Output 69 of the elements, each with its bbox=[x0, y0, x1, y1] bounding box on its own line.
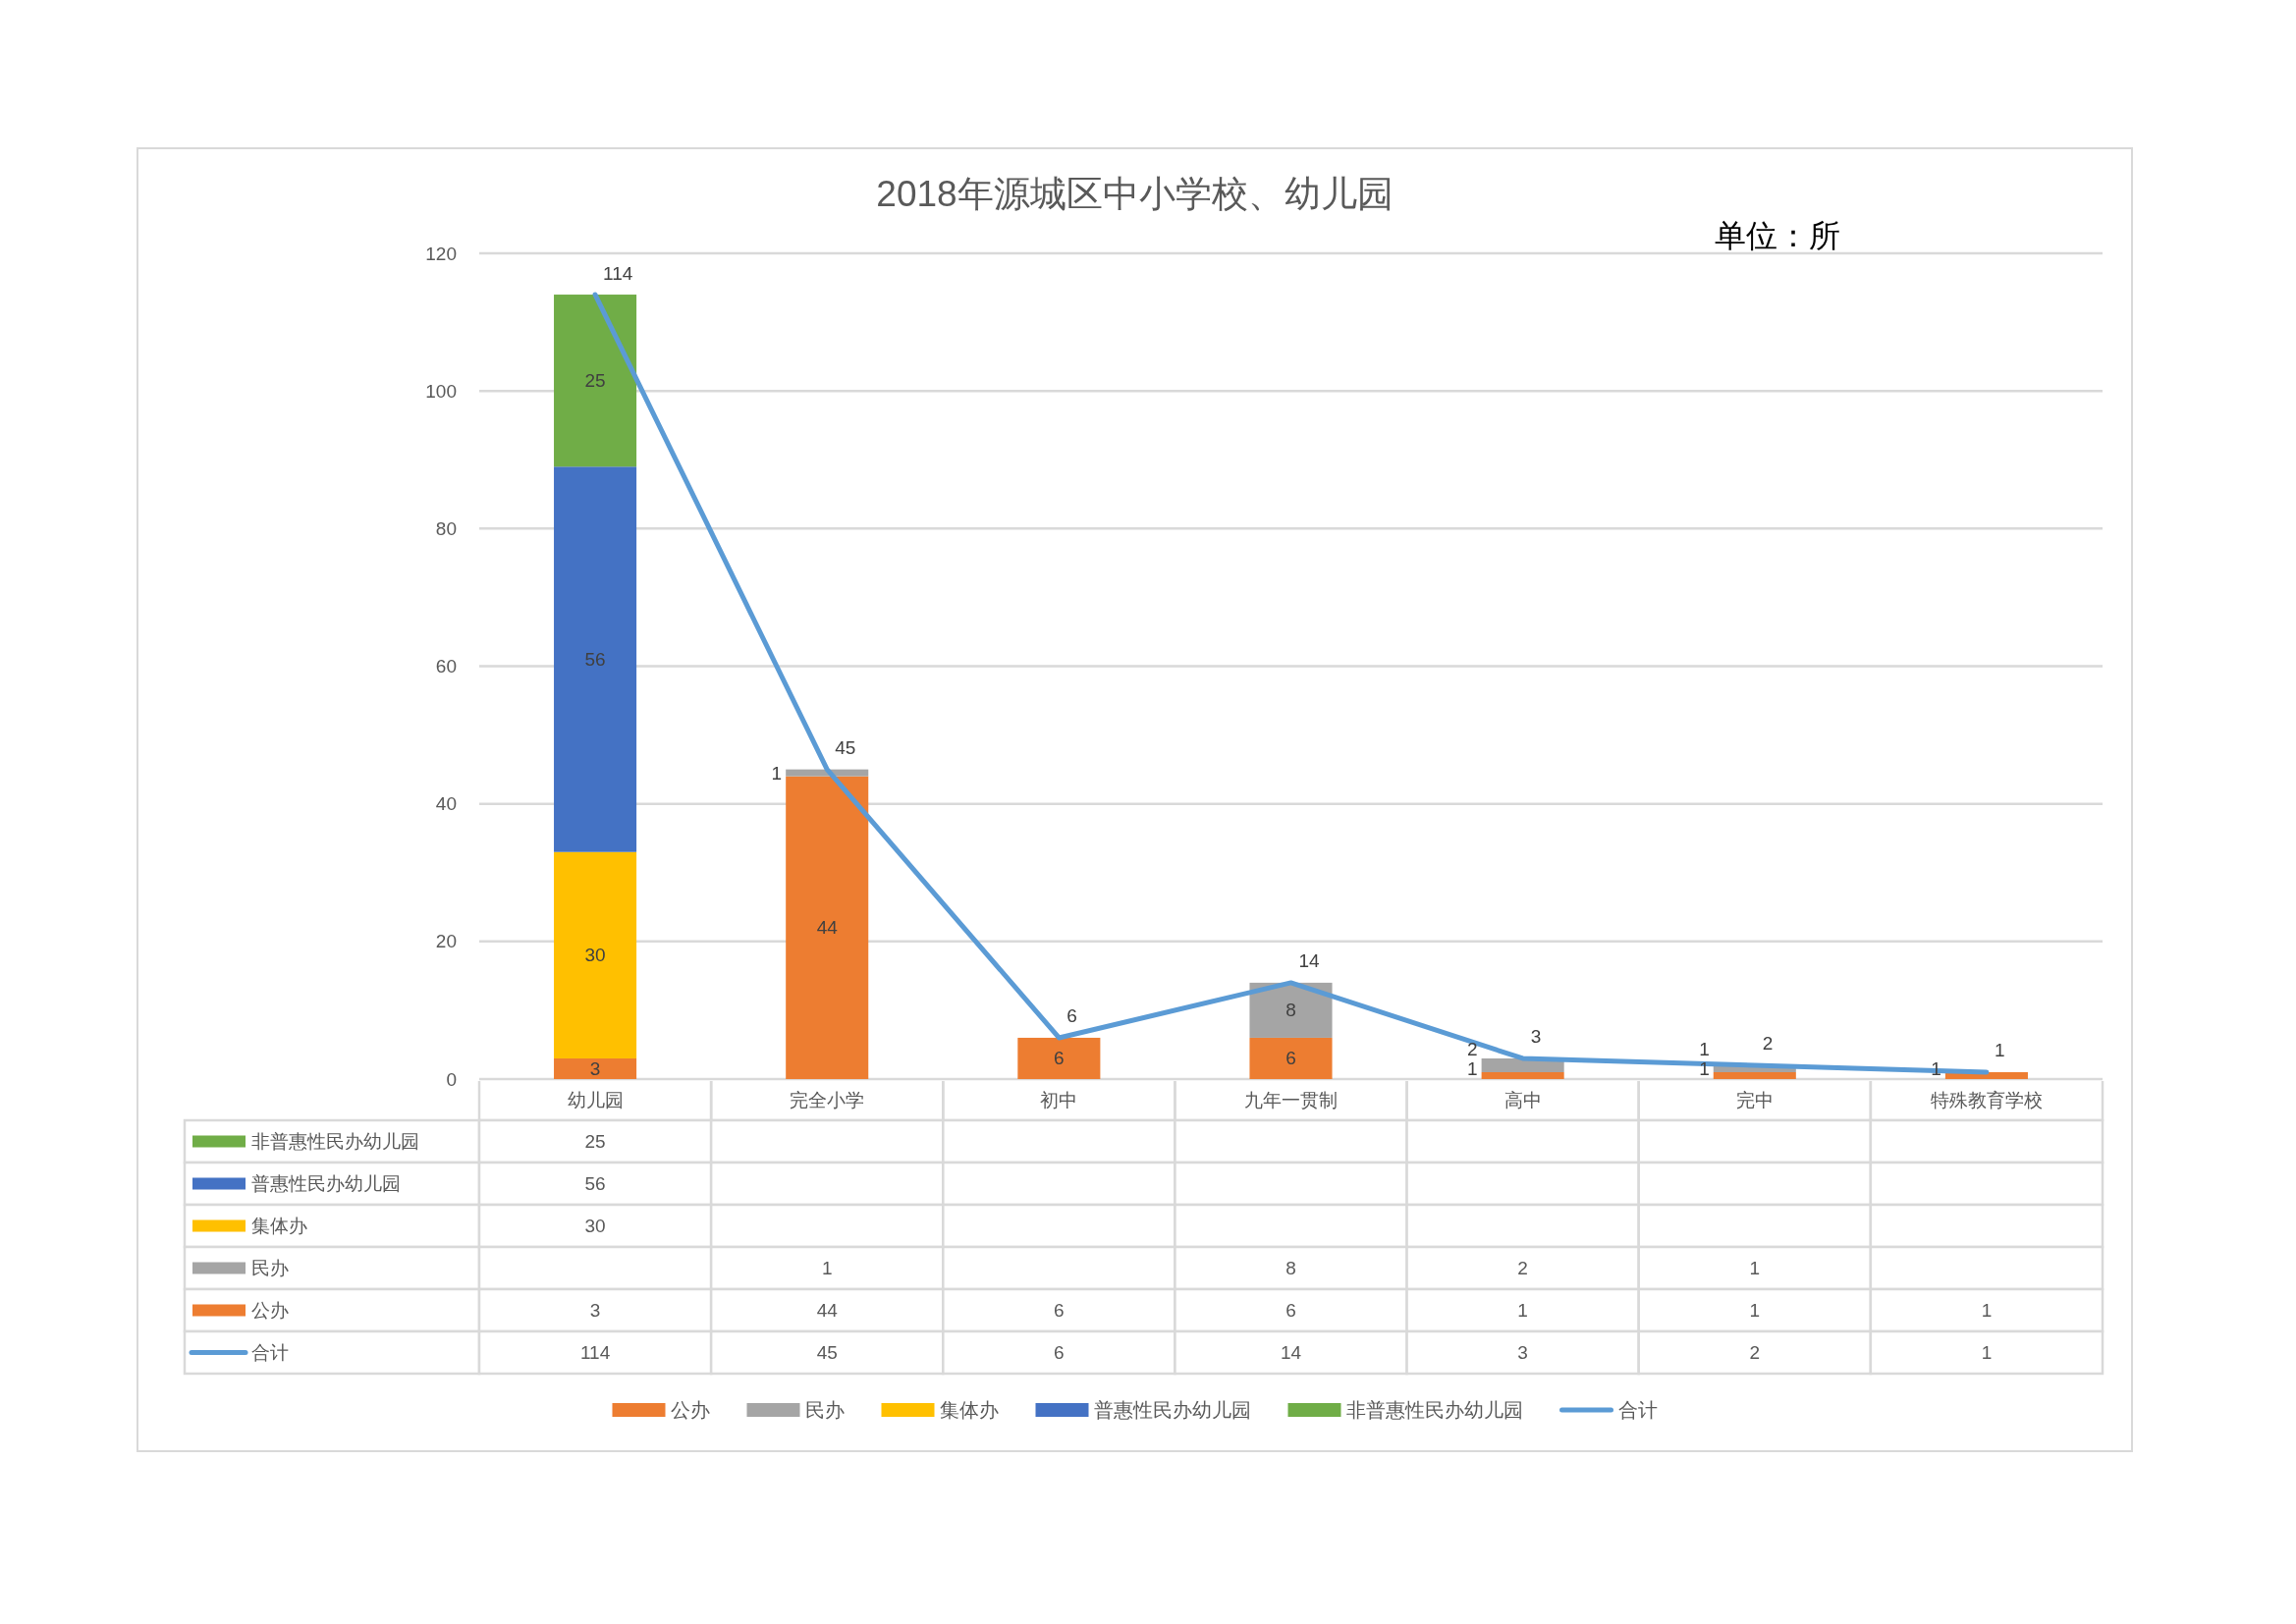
data-label: 114 bbox=[603, 262, 633, 284]
y-tick-label: 40 bbox=[435, 793, 457, 815]
cell-label: 30 bbox=[584, 1216, 606, 1236]
legend-label: 公办 bbox=[670, 1399, 710, 1421]
data-label: 3 bbox=[589, 1058, 601, 1079]
data-label: 6 bbox=[1054, 1048, 1065, 1069]
cell-label: 45 bbox=[816, 1342, 838, 1363]
data-label: 2 bbox=[1762, 1033, 1774, 1055]
data-label: 56 bbox=[584, 649, 606, 670]
x-tick-label: 完全小学 bbox=[790, 1089, 865, 1110]
data-label: 1 bbox=[1931, 1057, 1941, 1079]
cell-label: 1 bbox=[1749, 1258, 1761, 1278]
data-label: 6 bbox=[1285, 1048, 1296, 1069]
legend-label: 集体办 bbox=[939, 1399, 999, 1421]
cell-label: 1 bbox=[1981, 1342, 1993, 1363]
cell-label: 3 bbox=[589, 1300, 601, 1321]
y-tick-label: 60 bbox=[435, 656, 457, 677]
y-tick-label: 0 bbox=[446, 1068, 457, 1090]
cell-label: 44 bbox=[816, 1300, 838, 1321]
x-tick-label: 九年一贯制 bbox=[1244, 1089, 1338, 1110]
cell-label: 6 bbox=[1054, 1342, 1065, 1363]
data-label: 1 bbox=[1699, 1038, 1710, 1059]
x-tick-label: 幼儿园 bbox=[567, 1089, 624, 1110]
row-label: 非普惠性民办幼儿园 bbox=[251, 1131, 419, 1152]
data-label: 45 bbox=[835, 737, 856, 759]
note: 单位：所 bbox=[1715, 218, 1840, 253]
y-tick-label: 120 bbox=[425, 243, 457, 264]
cell-label: 2 bbox=[1749, 1342, 1761, 1363]
legend-label: 普惠性民办幼儿园 bbox=[1093, 1399, 1251, 1421]
cell-label: 25 bbox=[584, 1131, 606, 1152]
data-label: 30 bbox=[584, 945, 606, 966]
y-tick-label: 100 bbox=[425, 380, 457, 402]
cell-label: 6 bbox=[1054, 1300, 1065, 1321]
x-tick-label: 完中 bbox=[1735, 1089, 1774, 1110]
cell-label: 6 bbox=[1285, 1300, 1296, 1321]
data-label: 6 bbox=[1066, 1005, 1077, 1027]
cell-label: 1 bbox=[1981, 1300, 1993, 1321]
cell-label: 1 bbox=[1749, 1300, 1761, 1321]
data-label: 3 bbox=[1530, 1026, 1542, 1048]
cell-label: 3 bbox=[1517, 1342, 1528, 1363]
legend-label: 民办 bbox=[804, 1399, 845, 1421]
cell-label: 1 bbox=[821, 1258, 833, 1278]
chart-title: 2018年源城区中小学校、幼儿园 bbox=[876, 173, 1394, 214]
x-tick-label: 特殊教育学校 bbox=[1930, 1089, 2043, 1110]
cell-label: 114 bbox=[579, 1342, 611, 1363]
data-label: 1 bbox=[1994, 1040, 2005, 1061]
y-tick-label: 80 bbox=[435, 517, 457, 539]
row-label: 公办 bbox=[251, 1300, 289, 1321]
row-label: 民办 bbox=[251, 1258, 289, 1278]
y-tick-label: 20 bbox=[435, 931, 457, 952]
x-tick-label: 高中 bbox=[1503, 1089, 1542, 1110]
legend-label: 非普惠性民办幼儿园 bbox=[1345, 1399, 1523, 1421]
data-label: 44 bbox=[816, 917, 838, 939]
data-label: 8 bbox=[1285, 1000, 1296, 1021]
data-label: 25 bbox=[584, 370, 606, 392]
data-label: 2 bbox=[1467, 1038, 1478, 1059]
row-label: 合计 bbox=[251, 1342, 289, 1363]
data-label: 14 bbox=[1298, 950, 1320, 972]
cell-label: 1 bbox=[1517, 1300, 1528, 1321]
x-tick-label: 初中 bbox=[1040, 1089, 1078, 1110]
cell-label: 8 bbox=[1285, 1258, 1296, 1278]
row-label: 集体办 bbox=[251, 1216, 307, 1236]
cell-label: 14 bbox=[1280, 1342, 1302, 1363]
cell-label: 56 bbox=[584, 1173, 606, 1194]
legend-label: 合计 bbox=[1617, 1399, 1658, 1421]
row-label: 普惠性民办幼儿园 bbox=[251, 1173, 401, 1194]
data-label: 1 bbox=[1467, 1057, 1478, 1079]
data-label: 1 bbox=[771, 762, 783, 784]
cell-label: 2 bbox=[1517, 1258, 1528, 1278]
